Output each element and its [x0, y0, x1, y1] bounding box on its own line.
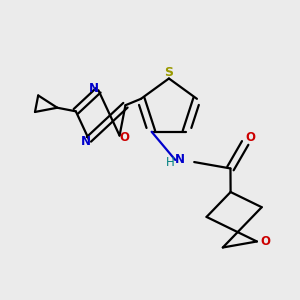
Text: H: H — [166, 156, 174, 169]
Text: S: S — [164, 66, 173, 79]
Text: N: N — [81, 135, 91, 148]
Text: N: N — [89, 82, 99, 95]
Text: O: O — [120, 131, 130, 144]
Text: N: N — [175, 154, 184, 166]
Text: O: O — [245, 131, 255, 144]
Text: O: O — [260, 235, 270, 248]
